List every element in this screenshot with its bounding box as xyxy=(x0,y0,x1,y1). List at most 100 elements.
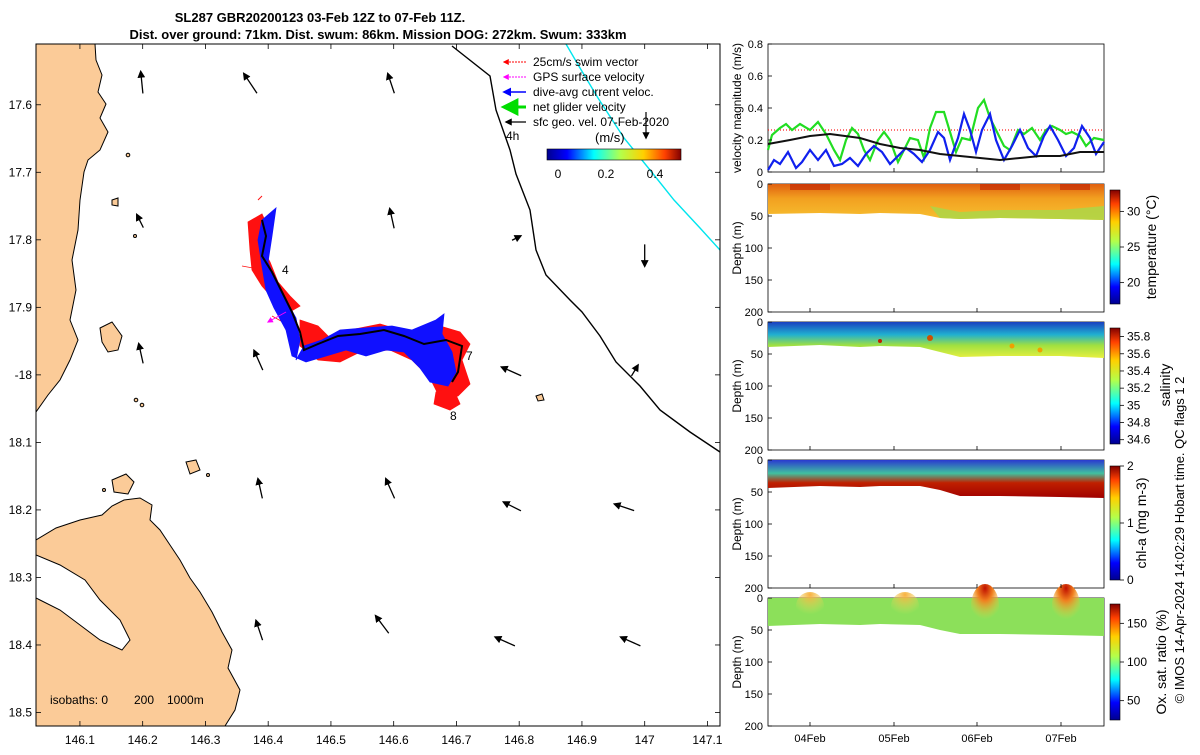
temperature-cbar-label: temperature (°C) xyxy=(1143,195,1159,299)
oxygen-field xyxy=(768,598,1104,636)
map-y-tick-label: 18.1 xyxy=(9,435,33,449)
geo-arrow xyxy=(242,72,258,94)
oxygen-y-tick-label: 50 xyxy=(751,625,763,637)
oxygen-y-tick-label: 100 xyxy=(745,657,763,669)
oxygen-patch-3 xyxy=(971,584,999,628)
velocity-y-tick-label: 0.8 xyxy=(748,39,763,51)
map-x-tick-label: 146.6 xyxy=(379,733,409,747)
geo-arrow xyxy=(619,636,641,647)
oxygen-cbar-label: Ox. sat. ratio (%) xyxy=(1153,609,1169,714)
temperature-cbar-tick-label: 20 xyxy=(1127,276,1141,290)
salinity-cbar-tick-label: 35.6 xyxy=(1127,347,1151,361)
salinity-spot-3 xyxy=(1037,347,1043,353)
map-x-tick-label: 146.4 xyxy=(253,733,283,747)
salinity-cbar-tick-label: 34.8 xyxy=(1127,416,1151,430)
temperature-deep-green xyxy=(930,206,1104,220)
map-x-tick-label: 146.1 xyxy=(65,733,95,747)
map-y-tick-label: 17.6 xyxy=(9,98,33,112)
legend-net-velocity: net glider velocity xyxy=(533,100,626,114)
isobath-200-label: 200 xyxy=(134,693,154,707)
map-legend: 25cm/s swim vector GPS surface velocity … xyxy=(500,55,682,181)
oxygen-cbar-tick-label: 100 xyxy=(1127,655,1147,669)
salinity-y-tick-label: 0 xyxy=(757,317,763,329)
geo-arrow xyxy=(612,502,635,512)
oxygen-patch-2 xyxy=(891,592,919,620)
speed-colorbar xyxy=(546,148,682,161)
track-label-8: 8 xyxy=(450,409,457,423)
colorbar-unit: (m/s) xyxy=(595,130,625,145)
map-x-tick-label: 146.7 xyxy=(441,733,471,747)
chla-panel xyxy=(767,459,1121,589)
islet-2 xyxy=(133,397,139,403)
title-line2: Dist. over ground: 71km. Dist. swum: 86k… xyxy=(129,27,626,42)
geo-arrow xyxy=(511,235,523,243)
chla-cbar-label: chl-a (mg m-3) xyxy=(1133,477,1149,568)
current-vectors-cluster xyxy=(257,207,457,387)
net-track-line xyxy=(260,219,464,383)
salinity-y-tick-label: 200 xyxy=(745,445,763,457)
velocity-frame xyxy=(767,43,1105,173)
colorbar-tick-0: 0 xyxy=(555,167,562,181)
velocity-y-tick-label: 0.2 xyxy=(748,135,763,147)
title-line1: SL287 GBR20200123 03-Feb 12Z to 07-Feb 1… xyxy=(175,10,465,25)
salinity-field xyxy=(768,322,1104,358)
geo-arrow xyxy=(384,477,396,499)
map-x-axis: 146.1 146.2 146.3 146.4 146.5 146.6 146.7 146.8… xyxy=(65,44,723,747)
colorbar-tick-0.2: 0.2 xyxy=(598,167,615,181)
oxygen-y-tick-label: 150 xyxy=(745,689,763,701)
map-x-tick-label: 146.9 xyxy=(567,733,597,747)
salinity-cbar-label: salinity xyxy=(1157,364,1173,407)
salinity-y-tick-label: 150 xyxy=(745,413,763,425)
salinity-cbar-tick-label: 35.4 xyxy=(1127,364,1151,378)
net-glider-velocity-line xyxy=(766,97,1105,165)
geo-arrow xyxy=(501,501,522,512)
map-y-tick-label: 18.2 xyxy=(9,503,33,517)
island-palm-2 xyxy=(111,473,135,495)
map-y-axis: 17.6 17.7 17.8 17.9 -18 18.1 18.2 18.3 18.4 18.5 xyxy=(9,98,720,719)
oxygen-y-tick-label: 0 xyxy=(757,593,763,605)
map-frame xyxy=(35,43,721,727)
mainland-south xyxy=(36,497,241,726)
legend-swim-vector: 25cm/s swim vector xyxy=(533,55,638,69)
velocity-y-tick-label: 0.6 xyxy=(748,71,763,83)
geo-arrow xyxy=(252,348,264,371)
map-x-tick-label: 147 xyxy=(635,733,655,747)
black-velocity-line xyxy=(767,132,1104,162)
date-tick-label: 06Feb xyxy=(961,733,992,745)
legend-dive-avg: dive-avg current veloc. xyxy=(533,85,654,99)
legend-scale-label: 4h xyxy=(506,129,519,143)
isobath-1000-label: 1000m xyxy=(167,693,204,707)
chla-y-tick-label: 0 xyxy=(757,455,763,467)
temperature-colorbar xyxy=(1109,189,1121,305)
island-small-3 xyxy=(535,393,545,402)
velocity-panel: 0 0.2 0.4 0.6 0.8 velocity magnitude (m/s) xyxy=(730,39,1105,179)
velocity-y-tick-label: 0.4 xyxy=(748,103,763,115)
map-y-tick-label: 18.3 xyxy=(9,570,33,584)
geo-arrow xyxy=(136,342,144,364)
geo-velocity-arrows xyxy=(136,69,649,647)
map-y-tick-label: 18.5 xyxy=(9,705,33,719)
velocity-ylabel: velocity magnitude (m/s) xyxy=(730,43,744,173)
oxygen-patch-4 xyxy=(1052,584,1080,628)
colorbar-tick-0.4: 0.4 xyxy=(647,167,664,181)
oxygen-ylabel: Depth (m) xyxy=(730,635,744,688)
temperature-y-tick-label: 100 xyxy=(745,243,763,255)
geo-arrow xyxy=(254,618,264,641)
chla-cbar-tick-label: 2 xyxy=(1127,459,1134,473)
dive-avg-current-line xyxy=(767,110,1105,171)
salinity-panel xyxy=(767,321,1121,451)
temperature-warm-patch-2 xyxy=(980,184,1020,190)
geo-arrow xyxy=(630,363,639,377)
salinity-spot-1 xyxy=(927,335,933,341)
geo-arrow xyxy=(255,477,264,499)
temperature-y-tick-label: 150 xyxy=(745,275,763,287)
map-x-tick-label: 146.8 xyxy=(504,733,534,747)
salinity-spot-2 xyxy=(1009,343,1015,349)
geo-arrow xyxy=(493,636,516,647)
hinchinbrook-channel xyxy=(36,554,131,651)
oxygen-cbar-tick-label: 150 xyxy=(1127,616,1147,630)
chla-cbar-tick-label: 1 xyxy=(1127,516,1134,530)
geo-arrow xyxy=(374,614,390,634)
